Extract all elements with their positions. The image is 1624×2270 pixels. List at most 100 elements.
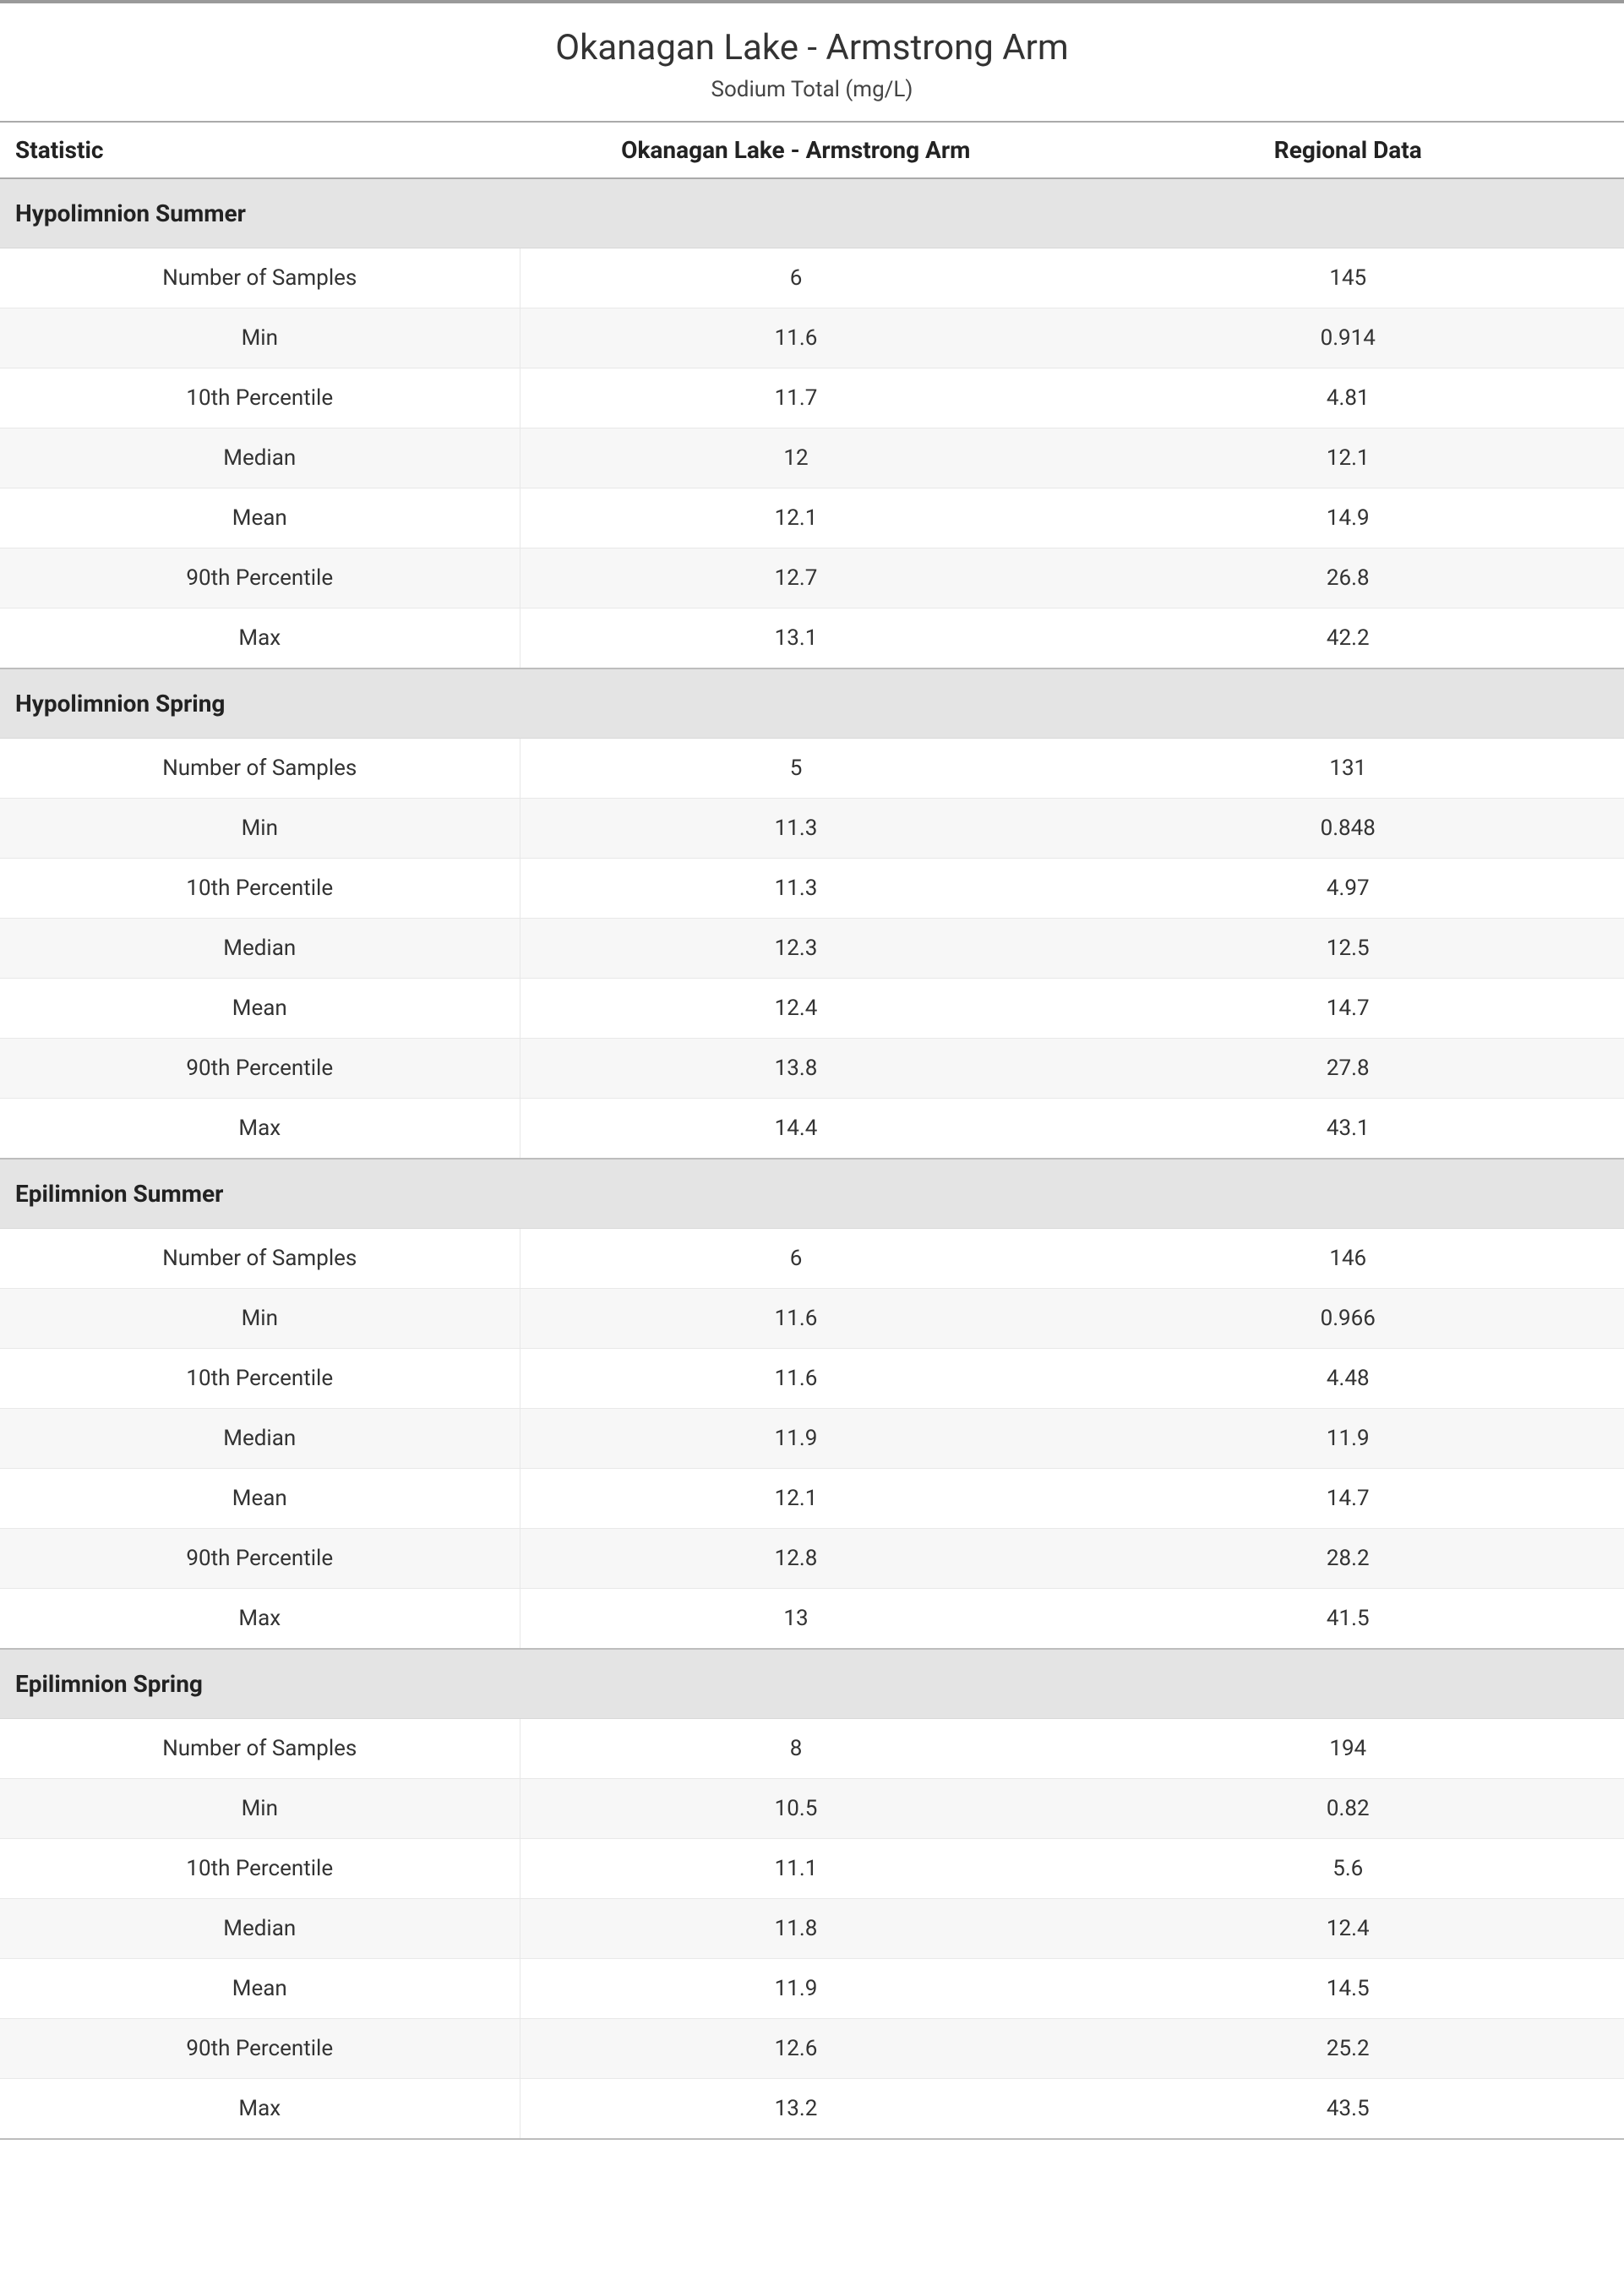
regional-value-cell: 43.1 (1072, 1099, 1624, 1160)
site-value-cell: 12.7 (520, 548, 1071, 608)
stat-label-cell: Max (0, 1589, 520, 1650)
table-row: Mean12.114.9 (0, 488, 1624, 548)
site-value-cell: 11.7 (520, 368, 1071, 428)
site-value-cell: 11.3 (520, 799, 1071, 859)
stat-label-cell: Median (0, 919, 520, 979)
stat-label-cell: Max (0, 1099, 520, 1160)
regional-value-cell: 0.966 (1072, 1289, 1624, 1349)
stat-label-cell: Min (0, 1289, 520, 1349)
stat-label-cell: 10th Percentile (0, 859, 520, 919)
col-header-site: Okanagan Lake - Armstrong Arm (520, 122, 1071, 178)
stat-label-cell: Min (0, 308, 520, 368)
table-row: Median12.312.5 (0, 919, 1624, 979)
regional-value-cell: 5.6 (1072, 1839, 1624, 1899)
regional-value-cell: 26.8 (1072, 548, 1624, 608)
stat-label-cell: 90th Percentile (0, 1529, 520, 1589)
table-row: Median11.911.9 (0, 1409, 1624, 1469)
site-value-cell: 12.1 (520, 1469, 1071, 1529)
regional-value-cell: 131 (1072, 739, 1624, 799)
regional-value-cell: 25.2 (1072, 2019, 1624, 2079)
stat-label-cell: Number of Samples (0, 1719, 520, 1779)
section-header-row: Hypolimnion Spring (0, 668, 1624, 739)
regional-value-cell: 14.5 (1072, 1959, 1624, 2019)
section-header-row: Epilimnion Summer (0, 1159, 1624, 1229)
regional-value-cell: 4.48 (1072, 1349, 1624, 1409)
table-row: 90th Percentile13.827.8 (0, 1039, 1624, 1099)
site-value-cell: 12 (520, 428, 1071, 488)
regional-value-cell: 14.7 (1072, 979, 1624, 1039)
stat-label-cell: 90th Percentile (0, 2019, 520, 2079)
table-row: 90th Percentile12.828.2 (0, 1529, 1624, 1589)
table-row: 10th Percentile11.74.81 (0, 368, 1624, 428)
site-value-cell: 6 (520, 1229, 1071, 1289)
site-value-cell: 13.2 (520, 2079, 1071, 2140)
site-value-cell: 13.8 (520, 1039, 1071, 1099)
site-value-cell: 14.4 (520, 1099, 1071, 1160)
table-row: Min11.30.848 (0, 799, 1624, 859)
table-row: Max13.142.2 (0, 608, 1624, 669)
regional-value-cell: 12.1 (1072, 428, 1624, 488)
table-row: 90th Percentile12.625.2 (0, 2019, 1624, 2079)
stats-table: Statistic Okanagan Lake - Armstrong Arm … (0, 121, 1624, 2140)
table-row: Median11.812.4 (0, 1899, 1624, 1959)
table-row: 10th Percentile11.34.97 (0, 859, 1624, 919)
stat-label-cell: 10th Percentile (0, 1349, 520, 1409)
stat-label-cell: Number of Samples (0, 739, 520, 799)
site-value-cell: 11.9 (520, 1409, 1071, 1469)
regional-value-cell: 12.4 (1072, 1899, 1624, 1959)
stat-label-cell: Median (0, 1899, 520, 1959)
site-value-cell: 11.9 (520, 1959, 1071, 2019)
site-value-cell: 11.6 (520, 1289, 1071, 1349)
table-row: Number of Samples8194 (0, 1719, 1624, 1779)
site-value-cell: 12.6 (520, 2019, 1071, 2079)
title-block: Okanagan Lake - Armstrong Arm Sodium Tot… (0, 3, 1624, 121)
regional-value-cell: 11.9 (1072, 1409, 1624, 1469)
stats-table-body: Hypolimnion SummerNumber of Samples6145M… (0, 178, 1624, 2139)
stat-label-cell: Median (0, 1409, 520, 1469)
regional-value-cell: 43.5 (1072, 2079, 1624, 2140)
site-value-cell: 11.6 (520, 1349, 1071, 1409)
table-row: Mean11.914.5 (0, 1959, 1624, 2019)
col-header-regional: Regional Data (1072, 122, 1624, 178)
regional-value-cell: 4.97 (1072, 859, 1624, 919)
stat-label-cell: Mean (0, 1959, 520, 2019)
page-subtitle: Sodium Total (mg/L) (0, 77, 1624, 102)
table-row: Number of Samples5131 (0, 739, 1624, 799)
regional-value-cell: 27.8 (1072, 1039, 1624, 1099)
site-value-cell: 11.1 (520, 1839, 1071, 1899)
table-row: Max14.443.1 (0, 1099, 1624, 1160)
regional-value-cell: 14.9 (1072, 488, 1624, 548)
regional-value-cell: 42.2 (1072, 608, 1624, 669)
table-row: Max13.243.5 (0, 2079, 1624, 2140)
stat-label-cell: Median (0, 428, 520, 488)
section-header-cell: Epilimnion Spring (0, 1649, 1624, 1719)
regional-value-cell: 0.82 (1072, 1779, 1624, 1839)
regional-value-cell: 4.81 (1072, 368, 1624, 428)
stat-label-cell: 90th Percentile (0, 548, 520, 608)
regional-value-cell: 0.914 (1072, 308, 1624, 368)
stat-label-cell: Mean (0, 488, 520, 548)
regional-value-cell: 145 (1072, 248, 1624, 308)
page-title: Okanagan Lake - Armstrong Arm (0, 27, 1624, 68)
site-value-cell: 6 (520, 248, 1071, 308)
stat-label-cell: 10th Percentile (0, 368, 520, 428)
site-value-cell: 13 (520, 1589, 1071, 1650)
column-header-row: Statistic Okanagan Lake - Armstrong Arm … (0, 122, 1624, 178)
site-value-cell: 11.3 (520, 859, 1071, 919)
regional-value-cell: 194 (1072, 1719, 1624, 1779)
stat-label-cell: Max (0, 2079, 520, 2140)
table-row: Min11.60.914 (0, 308, 1624, 368)
stat-label-cell: Min (0, 799, 520, 859)
table-row: 90th Percentile12.726.8 (0, 548, 1624, 608)
site-value-cell: 11.8 (520, 1899, 1071, 1959)
site-value-cell: 12.3 (520, 919, 1071, 979)
stat-label-cell: Mean (0, 979, 520, 1039)
site-value-cell: 12.8 (520, 1529, 1071, 1589)
table-row: Max1341.5 (0, 1589, 1624, 1650)
col-header-statistic: Statistic (0, 122, 520, 178)
stat-label-cell: 10th Percentile (0, 1839, 520, 1899)
section-header-cell: Hypolimnion Spring (0, 668, 1624, 739)
site-value-cell: 8 (520, 1719, 1071, 1779)
table-row: Mean12.114.7 (0, 1469, 1624, 1529)
report-page: Okanagan Lake - Armstrong Arm Sodium Tot… (0, 0, 1624, 2140)
